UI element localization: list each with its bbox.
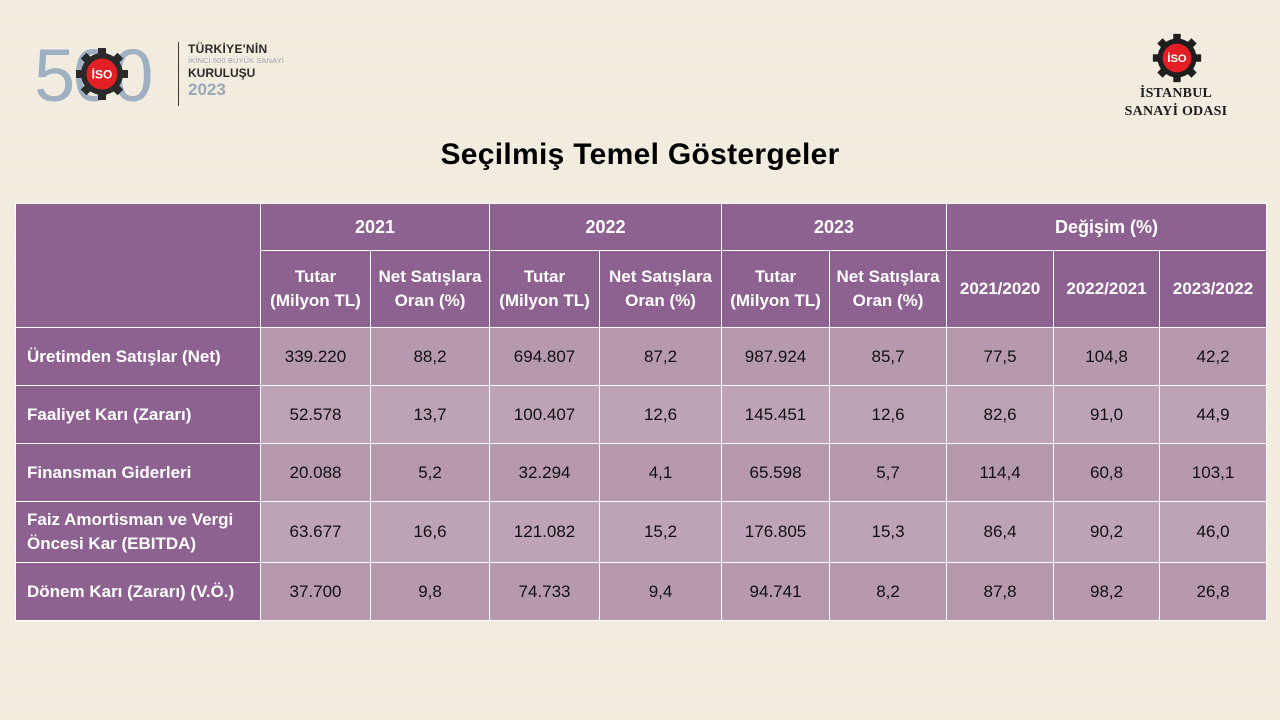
table-cell: 63.677	[260, 501, 371, 563]
table-cell: 85,7	[829, 327, 948, 386]
table-row: Faaliyet Karı (Zararı) 52.578 13,7 100.4…	[15, 385, 1268, 444]
table-cell: 32.294	[489, 443, 601, 502]
table-cell: 20.088	[260, 443, 371, 502]
table-cell: 82,6	[946, 385, 1055, 444]
subheader-change-2022-2021: 2022/2021	[1053, 250, 1161, 328]
row-label: Dönem Karı (Zararı) (V.Ö.)	[15, 562, 261, 621]
iso-gear-icon: İSO	[74, 46, 130, 102]
table-row: Faiz Amortisman ve Vergi Öncesi Kar (EBIT…	[15, 501, 1268, 563]
logo-istanbul-text: İSTANBUL	[1139, 86, 1213, 101]
table-cell: 12,6	[599, 385, 723, 444]
table-cell: 91,0	[1053, 385, 1161, 444]
page-title: Seçilmiş Temel Göstergeler	[440, 138, 840, 171]
table-cell: 5,7	[829, 443, 948, 502]
table-cell: 86,4	[946, 501, 1055, 563]
table-cell: 121.082	[489, 501, 601, 563]
subheader-change-2023-2022: 2023/2022	[1159, 250, 1268, 328]
table-cell: 5,2	[369, 443, 491, 502]
logo-line-3: KURULUŞU	[188, 66, 256, 80]
svg-text:İSO: İSO	[92, 67, 113, 82]
group-header-2022: 2022	[489, 203, 723, 251]
table-cell: 13,7	[369, 385, 491, 444]
table-cell: 46,0	[1159, 501, 1268, 563]
group-header-2023: 2023	[721, 203, 948, 251]
table-cell: 15,3	[829, 501, 948, 563]
table-cell: 90,2	[1053, 501, 1161, 563]
table-cell: 103,1	[1159, 443, 1268, 502]
subheader-tutar: Tutar (Milyon TL)	[721, 250, 831, 328]
row-label: Üretimden Satışlar (Net)	[15, 327, 261, 386]
subheader-oran: Net Satışlara Oran (%)	[369, 250, 491, 328]
table-cell: 74.733	[489, 562, 601, 621]
row-label: Faaliyet Karı (Zararı)	[15, 385, 261, 444]
logo-line-1: TÜRKİYE'NİN	[188, 42, 268, 56]
indicators-table: 2021 2022 2023 Değişim (%) Tutar (Milyon …	[15, 203, 1268, 621]
table-cell: 87,8	[946, 562, 1055, 621]
subheader-change-2021-2020: 2021/2020	[946, 250, 1055, 328]
table-cell: 339.220	[260, 327, 371, 386]
table-cell: 9,4	[599, 562, 723, 621]
table-cell: 8,2	[829, 562, 948, 621]
header-corner	[15, 203, 261, 328]
table-cell: 9,8	[369, 562, 491, 621]
table-cell: 4,1	[599, 443, 723, 502]
logo-500-kurulus: 500 İSO TÜRKİYE'NİN İKİNCİ 500 BÜYÜK SAN…	[34, 38, 294, 114]
subheader-tutar: Tutar (Milyon TL)	[489, 250, 601, 328]
table-cell: 98,2	[1053, 562, 1161, 621]
table-cell: 987.924	[721, 327, 831, 386]
table-cell: 77,5	[946, 327, 1055, 386]
iso-gear-icon: İSO	[1151, 32, 1203, 84]
subheader-tutar: Tutar (Milyon TL)	[260, 250, 371, 328]
logo-year: 2023	[188, 80, 226, 99]
table-cell: 104,8	[1053, 327, 1161, 386]
table-header: 2021 2022 2023 Değişim (%) Tutar (Milyon …	[15, 203, 1268, 328]
group-header-degisim: Değişim (%)	[946, 203, 1268, 251]
table-cell: 60,8	[1053, 443, 1161, 502]
row-label: Faiz Amortisman ve Vergi Öncesi Kar (EBIT…	[15, 501, 261, 563]
table-cell: 87,2	[599, 327, 723, 386]
table-cell: 145.451	[721, 385, 831, 444]
table-cell: 114,4	[946, 443, 1055, 502]
group-header-2021: 2021	[259, 203, 491, 251]
table-cell: 42,2	[1159, 327, 1268, 386]
logo-500-text: TÜRKİYE'NİN İKİNCİ 500 BÜYÜK SANAYİ KURU…	[188, 42, 298, 100]
table-cell: 88,2	[369, 327, 491, 386]
table-cell: 694.807	[489, 327, 601, 386]
logo-divider	[178, 42, 179, 106]
table-cell: 94.741	[721, 562, 831, 621]
table-row: Üretimden Satışlar (Net) 339.220 88,2 69…	[15, 327, 1268, 386]
table-cell: 12,6	[829, 385, 948, 444]
logo-line-2: İKİNCİ 500 BÜYÜK SANAYİ	[188, 56, 284, 65]
table-cell: 52.578	[260, 385, 371, 444]
table-cell: 15,2	[599, 501, 723, 563]
table-cell: 176.805	[721, 501, 831, 563]
logo-istanbul-sanayi-odasi: İSO İSTANBUL SANAYİ ODASI	[1116, 30, 1236, 122]
table-cell: 44,9	[1159, 385, 1268, 444]
table-body: Üretimden Satışlar (Net) 339.220 88,2 69…	[15, 327, 1268, 621]
table-cell: 16,6	[369, 501, 491, 563]
svg-text:İSO: İSO	[1167, 52, 1187, 65]
table-cell: 26,8	[1159, 562, 1268, 621]
table-row: Dönem Karı (Zararı) (V.Ö.) 37.700 9,8 74…	[15, 562, 1268, 621]
subheader-oran: Net Satışlara Oran (%)	[599, 250, 723, 328]
table-cell: 37.700	[260, 562, 371, 621]
table-cell: 100.407	[489, 385, 601, 444]
subheader-oran: Net Satışlara Oran (%)	[829, 250, 948, 328]
logo-sanayi-odasi-text: SANAYİ ODASI	[1124, 104, 1228, 119]
table-cell: 65.598	[721, 443, 831, 502]
table-row: Finansman Giderleri 20.088 5,2 32.294 4,…	[15, 443, 1268, 502]
row-label: Finansman Giderleri	[15, 443, 261, 502]
